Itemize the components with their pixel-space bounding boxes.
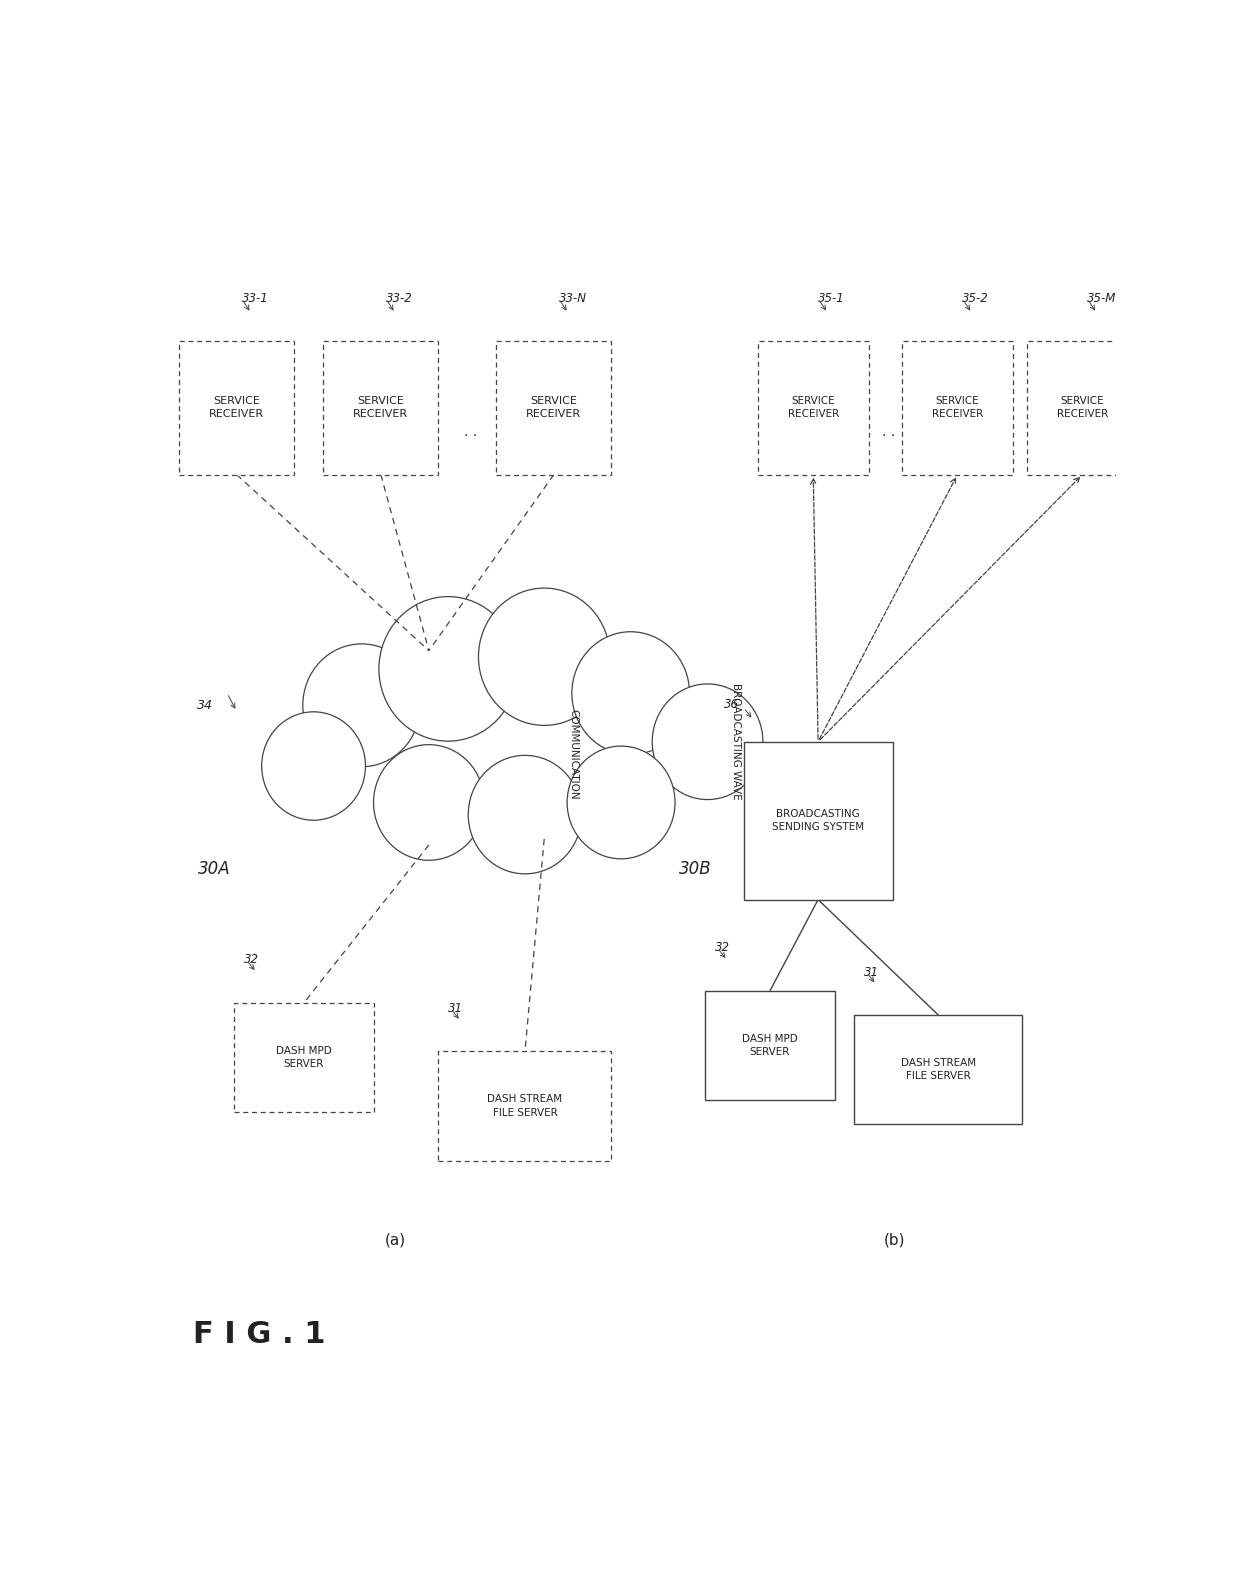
Bar [706,990,835,1101]
Text: 30B: 30B [678,859,712,878]
Text: (a): (a) [384,1232,405,1247]
Ellipse shape [262,711,366,820]
Text: 35-1: 35-1 [818,292,844,304]
Text: SERVICE
RECEIVER: SERVICE RECEIVER [787,396,839,419]
Bar [758,341,868,475]
Text: DASH STREAM
FILE SERVER: DASH STREAM FILE SERVER [900,1058,976,1082]
Text: BROADCASTING WAVE: BROADCASTING WAVE [732,683,742,800]
Bar [324,341,439,475]
Text: SERVICE
RECEIVER: SERVICE RECEIVER [1056,396,1109,419]
Text: DASH MPD
SERVER: DASH MPD SERVER [743,1033,797,1057]
Text: SERVICE
RECEIVER: SERVICE RECEIVER [526,396,582,419]
Text: SERVICE
RECEIVER: SERVICE RECEIVER [210,396,264,419]
Text: (b): (b) [884,1232,905,1247]
Text: 33-1: 33-1 [242,292,268,304]
Bar [439,1052,611,1161]
Ellipse shape [572,632,689,755]
Ellipse shape [479,588,610,725]
Text: SERVICE
RECEIVER: SERVICE RECEIVER [353,396,408,419]
Text: COMMUNICATION: COMMUNICATION [568,708,578,800]
Ellipse shape [379,596,517,741]
Text: 33-N: 33-N [558,292,587,304]
Text: DASH MPD
SERVER: DASH MPD SERVER [277,1046,332,1069]
Ellipse shape [652,684,763,800]
Text: 31: 31 [448,1001,463,1016]
Bar [903,341,1013,475]
Text: BROADCASTING
SENDING SYSTEM: BROADCASTING SENDING SYSTEM [773,809,864,833]
Bar [234,1003,373,1112]
Ellipse shape [303,643,420,766]
Text: 32: 32 [244,954,259,967]
Text: 35-2: 35-2 [962,292,990,304]
Text: . .: . . [464,426,476,438]
Text: 32: 32 [714,941,730,954]
Ellipse shape [469,755,582,874]
Bar [496,341,611,475]
Text: 34: 34 [197,699,213,713]
Ellipse shape [567,746,675,859]
Text: 31: 31 [864,965,879,978]
Text: 33-2: 33-2 [386,292,413,304]
Text: DASH STREAM
FILE SERVER: DASH STREAM FILE SERVER [487,1094,563,1118]
Text: 35-M: 35-M [1087,292,1116,304]
Bar [744,741,893,899]
Ellipse shape [373,744,485,861]
Bar [179,341,294,475]
Text: 30A: 30A [198,859,231,878]
Bar [854,1016,1022,1124]
Text: 36: 36 [724,699,739,711]
Bar [1027,341,1137,475]
Text: F I G . 1: F I G . 1 [193,1320,326,1348]
Text: . .: . . [882,426,895,438]
Text: SERVICE
RECEIVER: SERVICE RECEIVER [931,396,983,419]
